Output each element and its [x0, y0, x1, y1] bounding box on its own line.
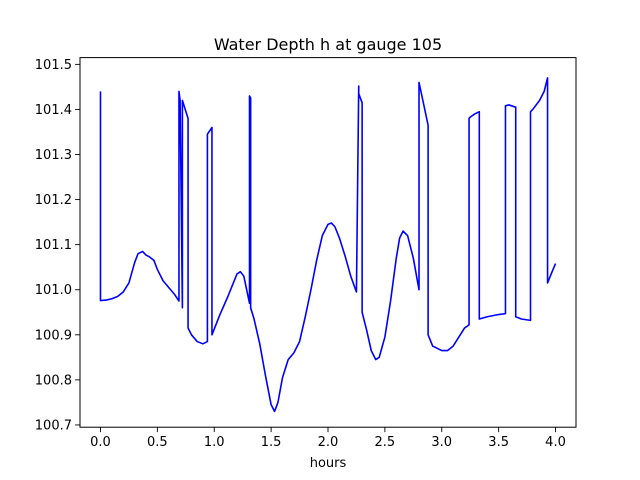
x-tick-label: 2.0	[318, 435, 339, 450]
x-tick-label: 4.0	[545, 435, 566, 450]
x-axis-label: hours	[310, 456, 347, 471]
y-tick-label: 100.8	[35, 373, 72, 388]
x-tick-label: 2.5	[375, 435, 396, 450]
y-tick-label: 101.5	[35, 58, 72, 73]
chart-title: Water Depth h at gauge 105	[214, 35, 442, 54]
x-tick-label: 3.5	[488, 435, 509, 450]
y-tick-label: 101.2	[35, 193, 72, 208]
y-tick-label: 100.7	[35, 418, 72, 433]
x-tick-label: 1.5	[261, 435, 282, 450]
x-tick-label: 3.0	[431, 435, 452, 450]
y-tick-label: 101.3	[35, 148, 72, 163]
x-tick-label: 1.0	[204, 435, 225, 450]
axes-frame	[79, 57, 577, 428]
x-axis: 0.0 0.5 1.0 1.5 2.0 2.5 3.0 3.5 4.0	[90, 427, 566, 450]
y-axis: 100.7 100.8 100.9 101.0 101.1 101.2 101.3 101.4…	[35, 58, 80, 433]
series-line	[99, 77, 557, 413]
y-tick-label: 101.4	[35, 103, 72, 118]
x-tick-label: 0.0	[90, 435, 111, 450]
x-tick-label: 0.5	[147, 435, 168, 450]
y-tick-label: 101.1	[35, 238, 72, 253]
plot-area	[99, 77, 557, 413]
y-tick-label: 100.9	[35, 328, 72, 343]
y-tick-label: 101.0	[35, 283, 72, 298]
